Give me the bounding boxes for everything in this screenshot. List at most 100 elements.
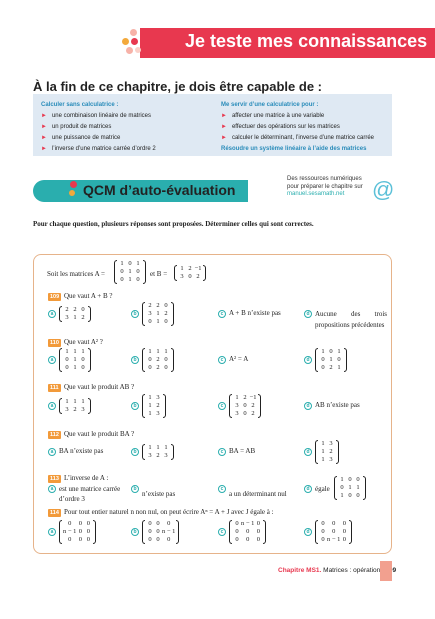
matrix-cell: 0	[256, 520, 261, 527]
matrix-cell: 3	[235, 410, 239, 417]
matrix-cell: 1	[73, 348, 77, 355]
option-b-marker[interactable]: b	[131, 448, 139, 456]
resources-note: Des ressources numériques pour préparer …	[287, 176, 363, 197]
option-c-marker[interactable]: c	[218, 485, 226, 493]
matrix-cell: 0	[256, 528, 261, 535]
option-b-marker[interactable]: b	[131, 356, 139, 364]
option-d-marker[interactable]: d	[304, 528, 312, 536]
option-d-marker[interactable]: d	[304, 402, 312, 410]
objectives-left: Calculer sans calculatrice : ► une combin…	[41, 100, 156, 155]
matrix-cell: 0	[243, 410, 247, 417]
option-c-marker[interactable]: c	[218, 448, 226, 456]
matrix-cell: 1	[136, 260, 140, 267]
matrix-cell: 1	[120, 260, 124, 267]
matrix-cell: 0	[348, 476, 352, 483]
option-d-text: Aucune des trois propositions précédente…	[315, 310, 387, 329]
matrix-cell: 3	[329, 456, 333, 463]
page-title: Je teste mes connaissances	[185, 31, 428, 51]
option-c-text: A² = A	[229, 355, 249, 363]
matrix-cell: 1	[356, 484, 360, 491]
option-d-marker[interactable]: d	[304, 310, 312, 318]
matrix-cell: 0	[321, 536, 325, 543]
option-a-marker[interactable]: a	[48, 528, 56, 536]
matrix-cell: 1	[164, 444, 168, 451]
option-c-marker[interactable]: c	[218, 402, 226, 410]
banner-dot	[69, 190, 75, 196]
matrix-cell: 1	[156, 348, 160, 355]
matrix-cell: 2	[164, 310, 168, 317]
matrix-cell: 1	[73, 314, 77, 321]
matrix-cell: 0	[68, 536, 72, 543]
option-a-marker[interactable]: a	[48, 356, 56, 364]
option-a-marker[interactable]: a	[48, 485, 56, 493]
matrix-cell: 0	[342, 528, 347, 535]
matrix-cell: 2	[156, 452, 160, 459]
matrix-cell: 0	[167, 536, 171, 543]
option-b-marker[interactable]: b	[131, 485, 139, 493]
question-text: Pour tout entier naturel n non nul, on p…	[64, 508, 274, 516]
option-b-marker[interactable]: b	[131, 528, 139, 536]
matrix-cell: 3	[156, 410, 160, 417]
question-number: 114	[48, 509, 61, 517]
matrix-cell: 0	[78, 536, 83, 543]
matrix-cell: n − 1	[327, 536, 341, 543]
option-c-marker[interactable]: c	[218, 528, 226, 536]
intro-text-a: Soit les matrices A =	[47, 270, 105, 278]
matrix-cell: 1	[156, 310, 160, 317]
matrix-cell: 3	[65, 406, 69, 413]
resources-link[interactable]: manuel.sesamath.net	[287, 191, 345, 197]
option-a-text: est une matrice carrée	[59, 485, 121, 493]
matrix-cell: 2	[73, 306, 77, 313]
chapter-title: Matrices : opérations	[323, 567, 384, 574]
matrix-cell: 0	[256, 536, 261, 543]
matrix-cell: 2	[196, 273, 200, 280]
instructions: Pour chaque question, plusieurs réponses…	[33, 220, 314, 228]
matrix-cell: 2	[156, 302, 160, 309]
option-d-marker[interactable]: d	[304, 485, 312, 493]
matrix-cell: 3	[164, 452, 168, 459]
matrix-cell: 1	[148, 394, 152, 401]
matrix-cell: 0	[235, 528, 239, 535]
option-d-text: AB n’existe pas	[315, 401, 360, 409]
option-c-marker[interactable]: c	[218, 310, 226, 318]
option-b-marker[interactable]: b	[131, 402, 139, 410]
question-number: 109	[48, 293, 62, 301]
matrix-cell: 0	[340, 484, 344, 491]
matrix-cell: 2	[156, 356, 160, 363]
option-b-marker[interactable]: b	[131, 310, 139, 318]
option-c-marker[interactable]: c	[218, 356, 226, 364]
matrix-cell: 2	[148, 302, 152, 309]
matrix-cell: 0	[342, 520, 347, 527]
option-a-marker[interactable]: a	[48, 448, 56, 456]
objective-link[interactable]: Résoudre un système linéaire à l’aide de…	[221, 146, 367, 152]
matrix-cell: 0	[136, 268, 140, 275]
matrix-cell: −1	[249, 394, 257, 401]
list-item: ► un produit de matrices	[41, 124, 112, 130]
matrix-cell: 2	[251, 410, 255, 417]
matrix-cell: 1	[148, 402, 152, 409]
matrix-cell: 1	[148, 444, 152, 451]
option-a-marker[interactable]: a	[48, 310, 56, 318]
option-d-marker[interactable]: d	[304, 356, 312, 364]
matrix-cell: 0	[120, 276, 124, 283]
question-number: 113	[48, 475, 61, 483]
matrix-cell: 0	[164, 356, 168, 363]
matrix-cell: 1	[329, 356, 333, 363]
option-a-marker[interactable]: a	[48, 402, 56, 410]
matrix-cell: 2	[81, 314, 85, 321]
matrix-cell: 0	[86, 520, 91, 527]
list-item: ► calculer le déterminant, l’inverse d’un…	[221, 135, 375, 141]
matrix-cell: 1	[337, 364, 341, 371]
matrix-cell: 0	[148, 520, 152, 527]
matrix-cell: 0	[246, 536, 250, 543]
at-icon: @	[372, 177, 395, 202]
option-d-marker[interactable]: d	[304, 448, 312, 456]
list-item: ► une puissance de matrice	[41, 135, 121, 141]
matrix-cell: 0	[120, 268, 124, 275]
matrix-cell: 0	[235, 536, 239, 543]
